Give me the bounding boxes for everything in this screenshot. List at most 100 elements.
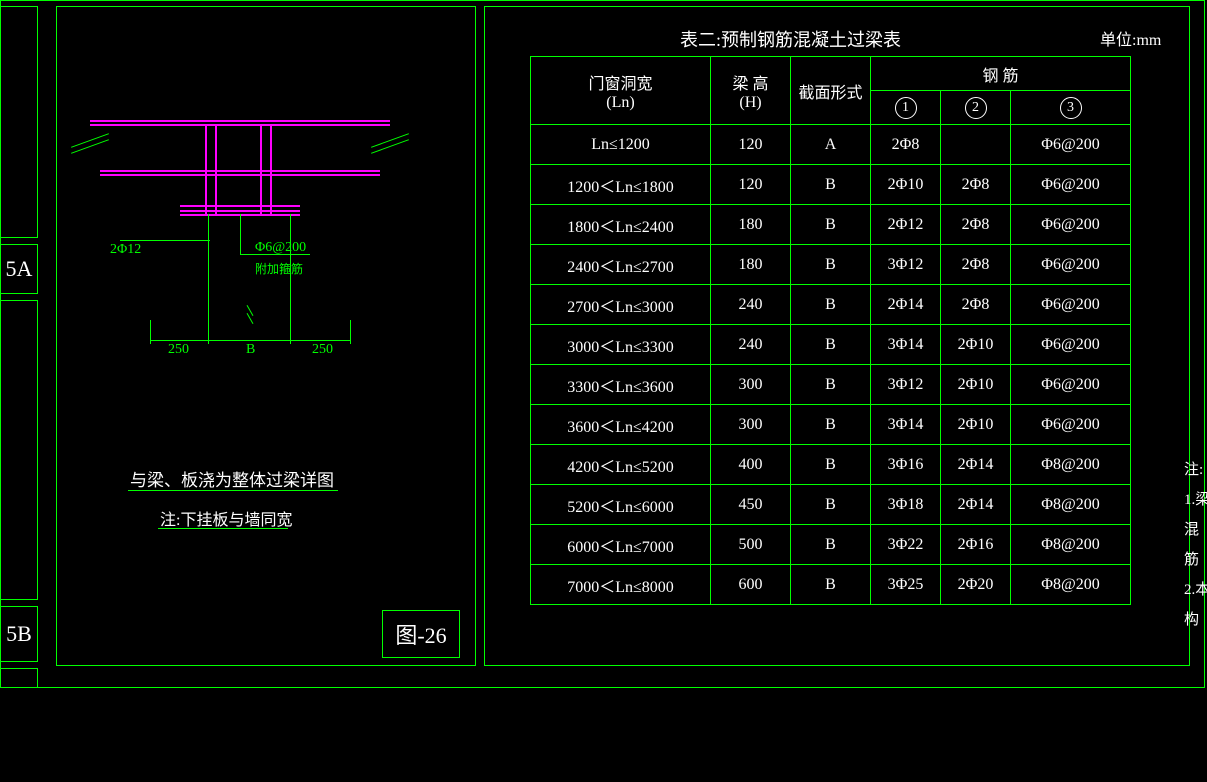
table-cell: 3600＜Ln≤4200 [531, 405, 711, 445]
left-strip-box [0, 6, 38, 238]
table-cell: B [791, 405, 871, 445]
table-cell: Φ6@200 [1011, 325, 1131, 365]
table-row: 3000＜Ln≤3300240B3Φ142Φ10Φ6@200 [531, 325, 1131, 365]
table-cell [941, 125, 1011, 165]
table-cell: B [791, 445, 871, 485]
table-row: 2400＜Ln≤2700180B3Φ122Φ8Φ6@200 [531, 245, 1131, 285]
table-cell: 2700＜Ln≤3000 [531, 285, 711, 325]
table-cell: 3Φ18 [871, 485, 941, 525]
table-title: 表二:预制钢筋混凝土过梁表 [680, 26, 901, 52]
table-cell: B [791, 565, 871, 605]
th-h: 梁 高 (H) [711, 57, 791, 125]
table-cell: 240 [711, 285, 791, 325]
table-cell: 4200＜Ln≤5200 [531, 445, 711, 485]
table-cell: 400 [711, 445, 791, 485]
th-r3: 3 [1011, 91, 1131, 125]
table-cell: Ln≤1200 [531, 125, 711, 165]
table-cell: 3300＜Ln≤3600 [531, 365, 711, 405]
th-ln: 门窗洞宽 (Ln) [531, 57, 711, 125]
left-strip-box [0, 300, 38, 600]
table-cell: Φ8@200 [1011, 525, 1131, 565]
table-cell: Φ8@200 [1011, 445, 1131, 485]
table-cell: B [791, 165, 871, 205]
table-cell: 2Φ16 [941, 525, 1011, 565]
note-line: 注: [1184, 455, 1207, 485]
table-unit: 单位:mm [1100, 26, 1161, 50]
table-cell: Φ6@200 [1011, 165, 1131, 205]
table-cell: 2Φ10 [871, 165, 941, 205]
table-cell: 3000＜Ln≤3300 [531, 325, 711, 365]
table-cell: 5200＜Ln≤6000 [531, 485, 711, 525]
table-row: 6000＜Ln≤7000500B3Φ222Φ16Φ8@200 [531, 525, 1131, 565]
left-label-5b: 5B [0, 606, 38, 662]
table-cell: Φ8@200 [1011, 485, 1131, 525]
table-cell: Φ8@200 [1011, 565, 1131, 605]
table-cell: Φ6@200 [1011, 365, 1131, 405]
th-r1: 1 [871, 91, 941, 125]
table-cell: B [791, 365, 871, 405]
table-cell: 6000＜Ln≤7000 [531, 525, 711, 565]
table-cell: 240 [711, 325, 791, 365]
lintel-table: 门窗洞宽 (Ln) 梁 高 (H) 截面形式 钢 筋 1 2 3 Ln≤1200… [530, 56, 1131, 605]
dim-right: 250 [312, 342, 333, 358]
table-cell: 1200＜Ln≤1800 [531, 165, 711, 205]
table-cell: 2Φ14 [871, 285, 941, 325]
table-cell: 2Φ8 [871, 125, 941, 165]
rebar-right-sub: 附加箍筋 [255, 260, 303, 277]
table-cell: 3Φ12 [871, 365, 941, 405]
diagram-caption: 与梁、板浇为整体过梁详图 [130, 466, 334, 491]
table-cell: 2Φ14 [941, 485, 1011, 525]
table-cell: 120 [711, 165, 791, 205]
th-section: 截面形式 [791, 57, 871, 125]
table-row: 1800＜Ln≤2400180B2Φ122Φ8Φ6@200 [531, 205, 1131, 245]
table-cell: 500 [711, 525, 791, 565]
table-cell: 2Φ8 [941, 285, 1011, 325]
table-cell: 1800＜Ln≤2400 [531, 205, 711, 245]
note-line: 混 [1184, 515, 1207, 545]
table-cell: 2Φ8 [941, 165, 1011, 205]
th-rebar: 钢 筋 [871, 57, 1131, 91]
note-line: 构 [1184, 605, 1207, 635]
note-line: 筋 [1184, 545, 1207, 575]
table-cell: 3Φ14 [871, 405, 941, 445]
table-cell: B [791, 205, 871, 245]
table-cell: A [791, 125, 871, 165]
table-cell: 2Φ10 [941, 325, 1011, 365]
table-cell: 2Φ14 [941, 445, 1011, 485]
table-cell: 2Φ12 [871, 205, 941, 245]
table-cell: 3Φ25 [871, 565, 941, 605]
dim-left: 250 [168, 342, 189, 358]
table-row: 7000＜Ln≤8000600B3Φ252Φ20Φ8@200 [531, 565, 1131, 605]
figure-label: 图-26 [382, 610, 460, 658]
table-row: 1200＜Ln≤1800120B2Φ102Φ8Φ6@200 [531, 165, 1131, 205]
table-cell: 600 [711, 565, 791, 605]
table-cell: Φ6@200 [1011, 245, 1131, 285]
table-cell: 300 [711, 365, 791, 405]
table-row: 4200＜Ln≤5200400B3Φ162Φ14Φ8@200 [531, 445, 1131, 485]
table-cell: 2400＜Ln≤2700 [531, 245, 711, 285]
lintel-diagram: 2Φ12 Φ6@200 附加箍筋 250 B 250 [90, 110, 390, 370]
table-cell: 2Φ8 [941, 205, 1011, 245]
left-strip-box [0, 668, 38, 688]
left-label-5a: 5A [0, 244, 38, 294]
table-cell: 2Φ10 [941, 405, 1011, 445]
table-cell: B [791, 325, 871, 365]
table-cell: B [791, 525, 871, 565]
diagram-note: 注:下挂板与墙同宽 [160, 506, 292, 530]
rebar-left-label: 2Φ12 [110, 242, 141, 258]
table-cell: 180 [711, 205, 791, 245]
table-cell: 3Φ22 [871, 525, 941, 565]
table-cell: Φ6@200 [1011, 285, 1131, 325]
table-cell: B [791, 285, 871, 325]
table-row: 5200＜Ln≤6000450B3Φ182Φ14Φ8@200 [531, 485, 1131, 525]
table-cell: B [791, 485, 871, 525]
table-cell: 2Φ10 [941, 365, 1011, 405]
table-cell: Φ6@200 [1011, 405, 1131, 445]
table-row: 3300＜Ln≤3600300B3Φ122Φ10Φ6@200 [531, 365, 1131, 405]
table-cell: 120 [711, 125, 791, 165]
rebar-right-label: Φ6@200 [255, 240, 306, 256]
table-cell: 450 [711, 485, 791, 525]
dim-mid: B [246, 342, 255, 358]
note-line: 1.梁 [1184, 485, 1207, 515]
table-cell: B [791, 245, 871, 285]
